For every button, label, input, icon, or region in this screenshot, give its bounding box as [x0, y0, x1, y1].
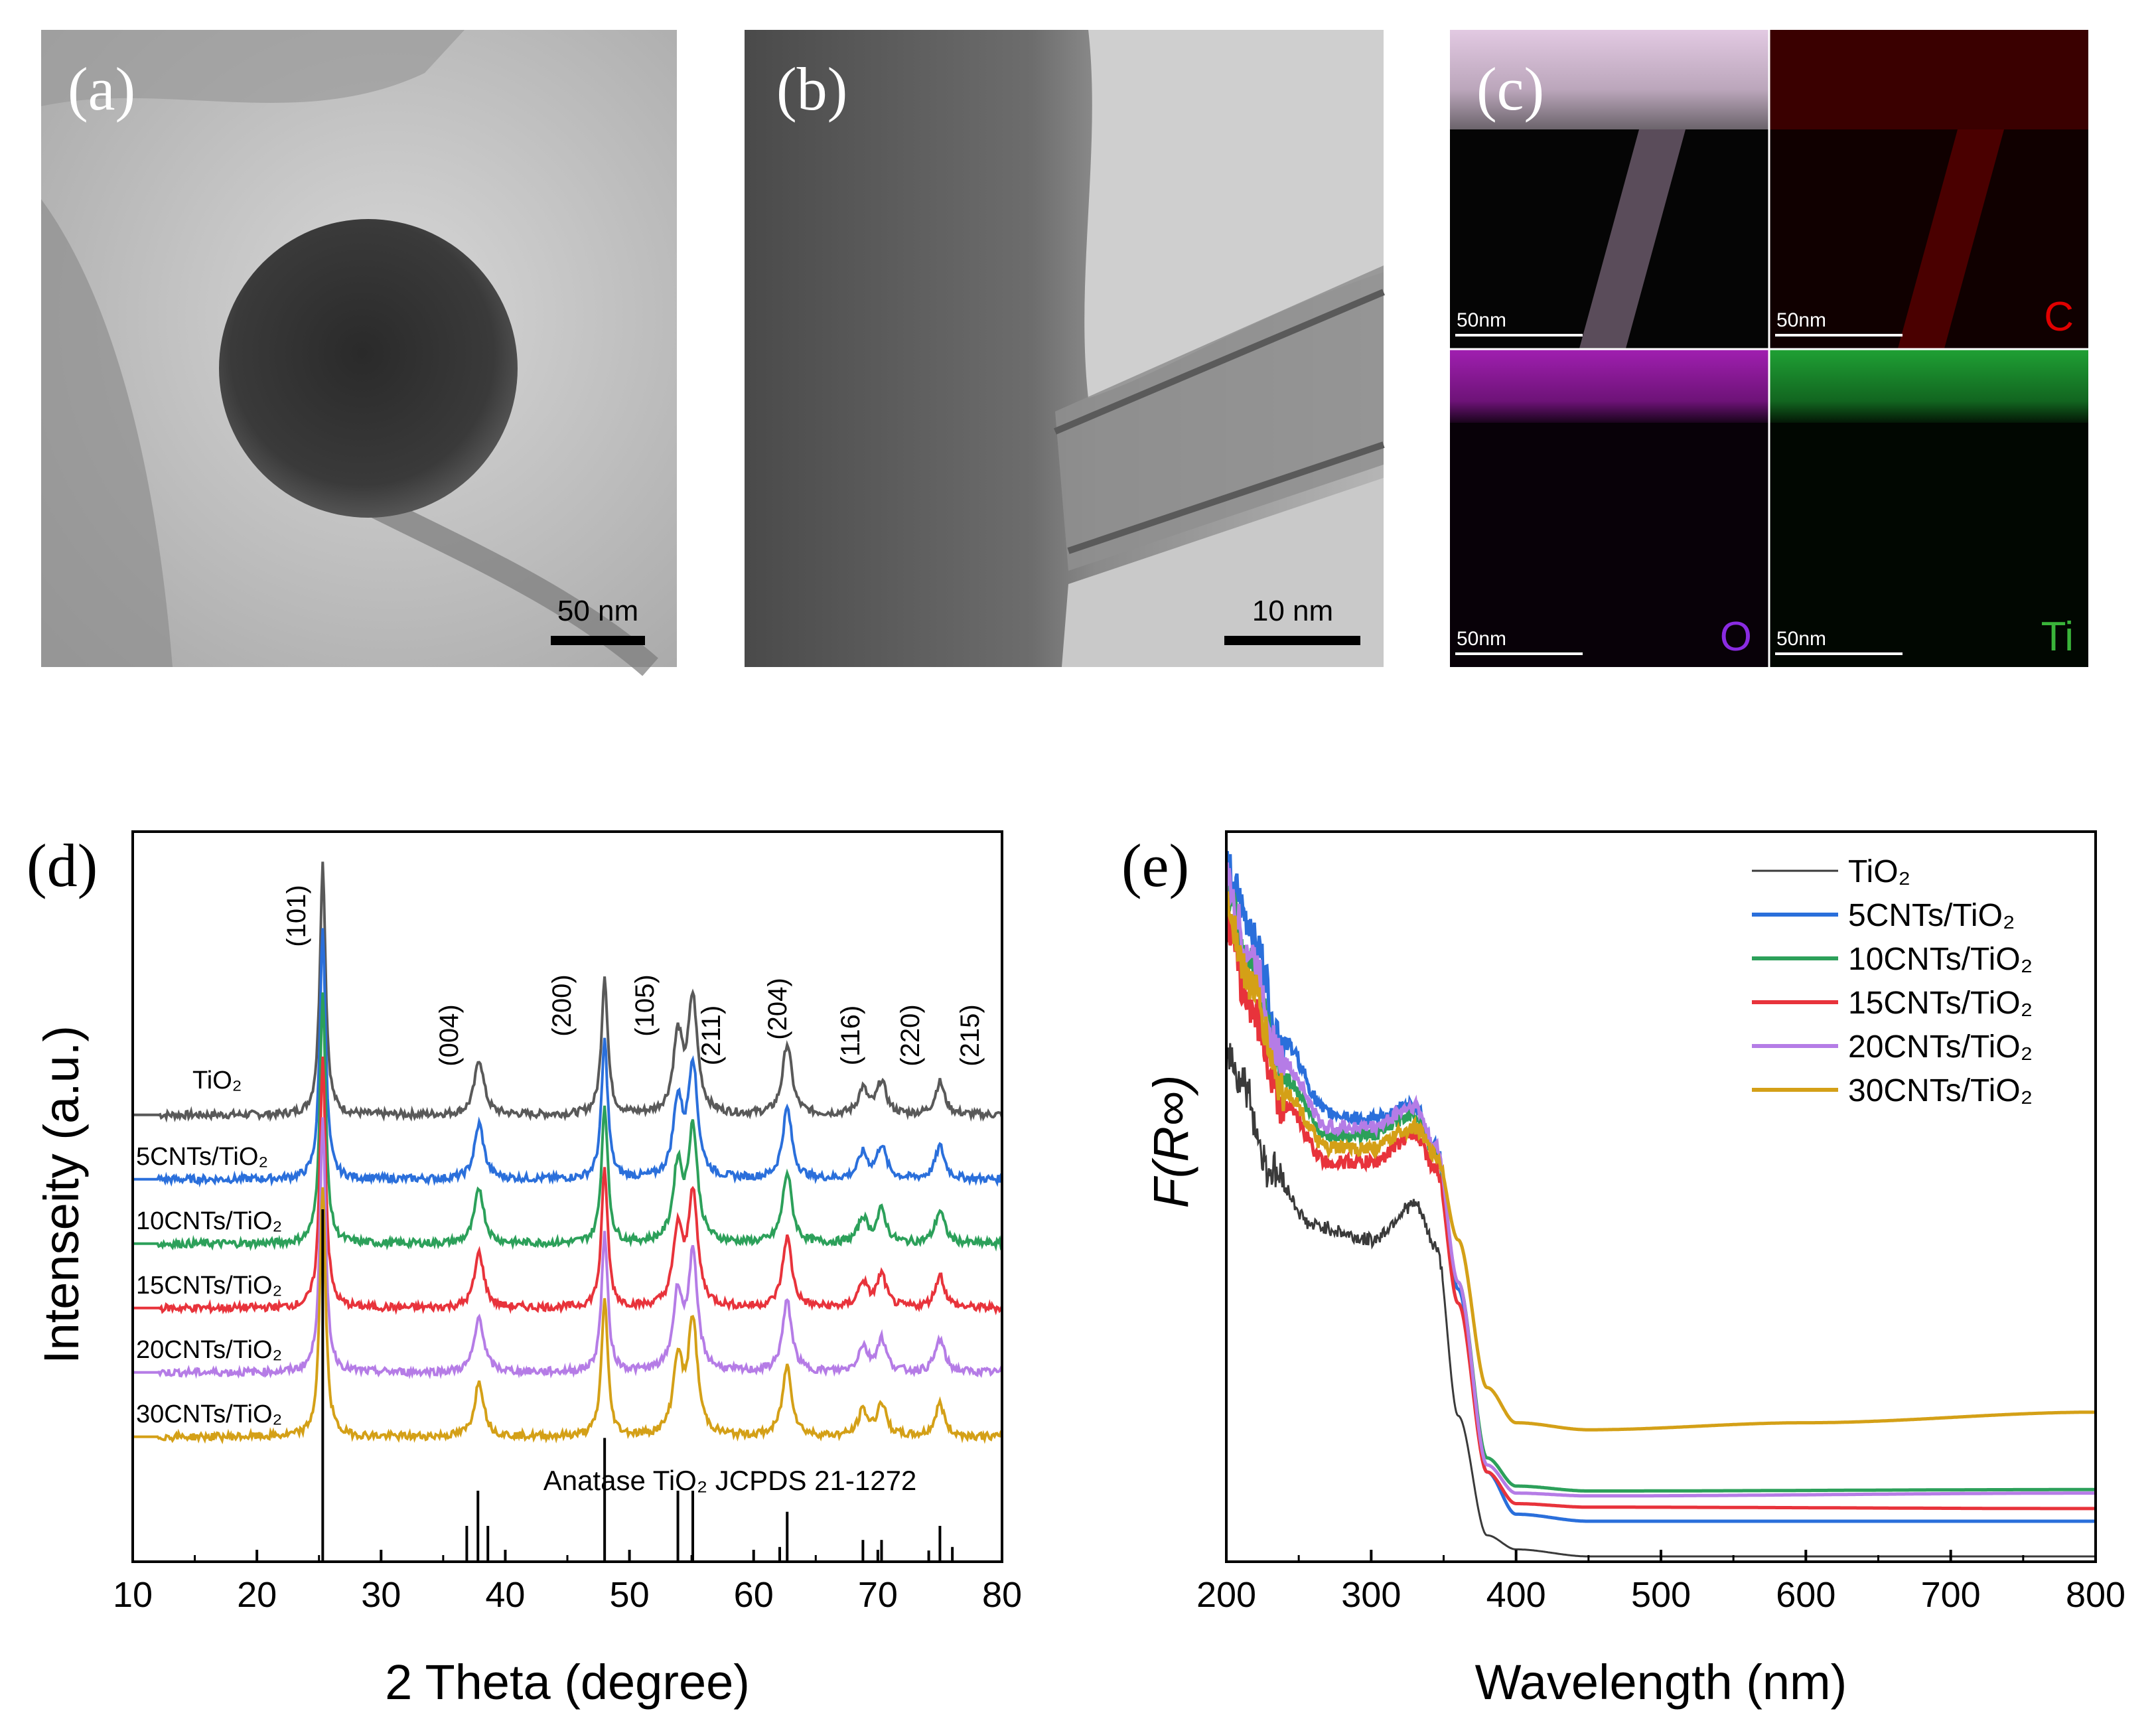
xrd-reference-label: Anatase TiO₂ JCPDS 21-1272 — [543, 1465, 917, 1496]
panel-c: (c) 50nm 50nm 50nm 50nm C O Ti — [1450, 30, 2088, 667]
panel-b-scale-bar — [1224, 636, 1360, 645]
xrd-x-tick-label: 20 — [237, 1575, 277, 1615]
uvvis-legend: TiO₂ 5CNTs/TiO₂ 10CNTs/TiO₂ 15CNTs/TiO₂ 20CN… — [1752, 854, 2033, 1108]
panel-b-vacuum-region — [1084, 30, 1384, 398]
xrd-series-label: 15CNTs/TiO₂ — [136, 1272, 282, 1300]
panel-c-haadf-scale-label: 50nm — [1457, 309, 1506, 331]
xrd-x-tick-label: 80 — [982, 1575, 1022, 1615]
uvvis-legend-label: 20CNTs/TiO₂ — [1848, 1029, 2033, 1065]
uvvis-series-20CNTs-TiO2 — [1226, 862, 2096, 1498]
xrd-x-tick-label: 60 — [734, 1575, 774, 1615]
xrd-hkl-label: (220) — [896, 1004, 925, 1066]
uvvis-x-axis-label: Wavelength (nm) — [1475, 1655, 1847, 1710]
panel-c-carbon-tube — [1898, 129, 2004, 348]
xrd-series-30CNTs-TiO2 — [133, 1187, 1002, 1445]
xrd-series-20CNTs-TiO2 — [133, 1117, 1002, 1380]
xrd-series-5CNTs-TiO2 — [133, 928, 1002, 1188]
panel-c-carbon-scale-label: 50nm — [1776, 309, 1826, 331]
xrd-x-tick-label: 50 — [610, 1575, 650, 1615]
panel-b-scale-label: 10 nm — [1252, 595, 1333, 627]
panel-a-scale-label: 50 nm — [557, 595, 638, 627]
xrd-series-label: 30CNTs/TiO₂ — [136, 1400, 282, 1428]
panel-c-carbon-top — [1770, 30, 2088, 129]
xrd-hkl-label: (211) — [697, 1006, 726, 1065]
xrd-series-label: 20CNTs/TiO₂ — [136, 1336, 282, 1364]
xrd-hkl-label: (215) — [956, 1004, 985, 1066]
panel-c-haadf-tube — [1579, 129, 1686, 348]
panel-c-titanium-label: Ti — [2041, 614, 2074, 660]
uvvis-y-axis-label: F(R∞) — [1143, 1075, 1198, 1209]
panel-b: (b) 10 nm — [745, 30, 1385, 667]
uvvis-x-tick-label: 700 — [1921, 1575, 1981, 1615]
xrd-annotations: TiO₂ 5CNTs/TiO₂ 10CNTs/TiO₂ 15CNTs/TiO₂ 20CN… — [136, 885, 985, 1428]
panel-c-haadf-top — [1450, 30, 1768, 129]
panel-a-nanotube-left — [41, 199, 173, 667]
panel-c-titanium-top — [1770, 350, 2088, 423]
uvvis-x-tick-label: 400 — [1486, 1575, 1546, 1615]
panel-c-label: (c) — [1476, 55, 1544, 123]
uvvis-x-tick-label: 300 — [1341, 1575, 1401, 1615]
xrd-x-tick-label: 40 — [485, 1575, 525, 1615]
panel-c-oxygen-scale-label: 50nm — [1457, 628, 1506, 650]
panel-c-carbon-label: C — [2044, 294, 2074, 340]
xrd-hkl-label: (200) — [547, 974, 577, 1036]
panel-a: (a) 50 nm — [41, 30, 677, 676]
panel-b-nanotube-wall-bottom — [1067, 441, 1385, 554]
uvvis-x-tick-label: 600 — [1776, 1575, 1835, 1615]
xrd-hkl-label: (105) — [630, 974, 660, 1036]
xrd-x-tick-label: 70 — [858, 1575, 898, 1615]
panel-d: 10 20 30 40 50 60 70 80 TiO₂ 5CNTs/TiO₂ 10CNTs/Ti… — [27, 830, 1022, 1710]
panel-a-nanotube-bundle — [41, 30, 465, 106]
xrd-series-label: TiO₂ — [192, 1067, 242, 1094]
panel-b-lower-vacuum — [1062, 478, 1384, 667]
uvvis-x-tick-label: 200 — [1196, 1575, 1256, 1615]
xrd-hkl-label: (101) — [282, 885, 311, 946]
uvvis-series-15CNTs-TiO2 — [1226, 909, 2096, 1511]
uvvis-plot-area — [1226, 850, 2096, 1558]
xrd-x-axis: 10 20 30 40 50 60 70 80 — [113, 1550, 1022, 1615]
uvvis-legend-label: 10CNTs/TiO₂ — [1848, 942, 2033, 977]
xrd-x-tick-label: 30 — [361, 1575, 401, 1615]
uvvis-legend-label: 15CNTs/TiO₂ — [1848, 986, 2033, 1021]
panel-c-oxygen-label: O — [1720, 614, 1752, 660]
xrd-series-15CNTs-TiO2 — [133, 1056, 1002, 1315]
xrd-frame — [131, 830, 1003, 1563]
uvvis-x-tick-label: 800 — [2066, 1575, 2125, 1615]
panel-a-tio2-sphere — [219, 219, 518, 518]
xrd-y-axis-label: Intenseity (a.u.) — [34, 1025, 89, 1364]
xrd-x-axis-label: 2 Theta (degree) — [385, 1655, 750, 1710]
uvvis-frame — [1225, 830, 2097, 1563]
xrd-series-label: 5CNTs/TiO₂ — [136, 1143, 268, 1171]
uvvis-legend-label: TiO₂ — [1848, 854, 1910, 889]
xrd-hkl-label: (204) — [763, 978, 792, 1039]
panel-a-label: (a) — [68, 55, 135, 123]
panel-e: 200 300 400 500 600 700 800 TiO₂ 5CNTs/TiO₂ 10CN… — [1121, 830, 2125, 1710]
uvvis-series-30CNTs-TiO2 — [1226, 891, 2096, 1432]
xrd-x-tick-label: 10 — [113, 1575, 153, 1615]
panel-b-nanotube — [1055, 265, 1384, 571]
xrd-series-label: 10CNTs/TiO₂ — [136, 1207, 282, 1235]
uvvis-x-axis: 200 300 400 500 600 700 800 — [1196, 1550, 2125, 1615]
panel-d-label: (d) — [27, 832, 98, 899]
xrd-hkl-label: (116) — [836, 1006, 865, 1065]
xrd-plot-area — [133, 862, 1002, 1561]
xrd-series-TiO2 — [133, 862, 1002, 1123]
uvvis-legend-label: 5CNTs/TiO₂ — [1848, 898, 2015, 933]
panel-a-scale-bar — [551, 636, 645, 645]
uvvis-legend-label: 30CNTs/TiO₂ — [1848, 1073, 2033, 1108]
uvvis-series-5CNTs-TiO2 — [1226, 850, 2096, 1523]
panel-b-nanotube-wall-top — [1054, 289, 1385, 435]
xrd-hkl-label: (004) — [435, 1004, 464, 1066]
panel-b-label: (b) — [776, 55, 847, 123]
panel-c-titanium-scale-label: 50nm — [1776, 628, 1826, 650]
uvvis-x-tick-label: 500 — [1631, 1575, 1691, 1615]
xrd-series-10CNTs-TiO2 — [133, 992, 1002, 1252]
panel-e-label: (e) — [1121, 832, 1189, 899]
panel-c-oxygen-top — [1450, 350, 1768, 423]
